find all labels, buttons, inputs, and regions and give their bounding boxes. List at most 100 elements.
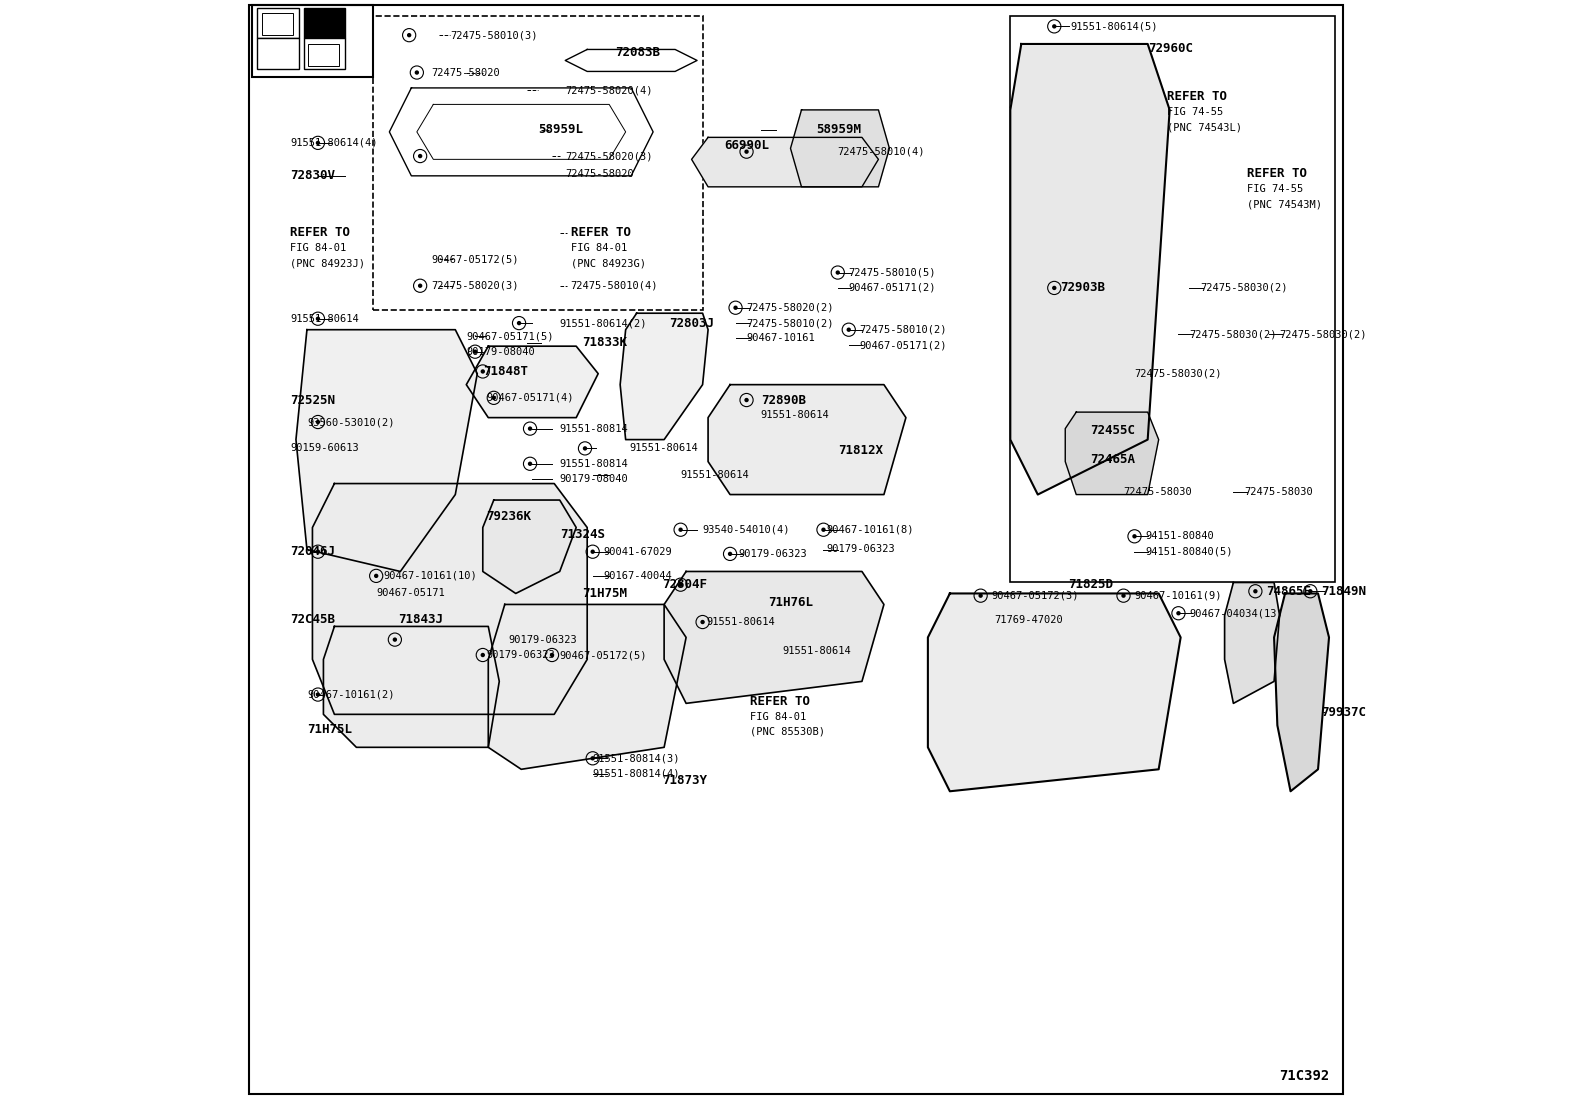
Text: 72475-58030(2): 72475-58030(2) — [1280, 329, 1368, 340]
Text: REFER TO: REFER TO — [750, 695, 810, 708]
Text: 90467-05172(5): 90467-05172(5) — [431, 254, 519, 265]
Text: 90467-05172(5): 90467-05172(5) — [560, 650, 648, 660]
Text: 79937C: 79937C — [1321, 706, 1366, 719]
Circle shape — [979, 593, 982, 598]
Text: 72083B: 72083B — [615, 46, 659, 59]
Text: 74865E: 74865E — [1266, 585, 1312, 598]
Text: 90467-10161(8): 90467-10161(8) — [826, 524, 914, 535]
Text: FIG 74-55: FIG 74-55 — [1247, 184, 1302, 195]
Text: 91551-80614: 91551-80614 — [761, 410, 829, 421]
Circle shape — [583, 446, 587, 451]
Text: 72475-58010(2): 72475-58010(2) — [860, 324, 947, 335]
Bar — [482, 615, 653, 670]
Circle shape — [734, 306, 737, 310]
Text: 90179-06323: 90179-06323 — [486, 650, 556, 660]
Text: 72960C: 72960C — [1148, 42, 1192, 55]
Text: 71C392: 71C392 — [1278, 1068, 1329, 1083]
Text: 90467-05171: 90467-05171 — [376, 588, 444, 599]
Polygon shape — [1011, 44, 1170, 495]
Circle shape — [821, 528, 826, 532]
Text: 94151-80840: 94151-80840 — [1146, 531, 1215, 542]
Circle shape — [847, 328, 852, 332]
Circle shape — [419, 154, 422, 158]
Circle shape — [529, 462, 532, 466]
Text: (PNC 84923J): (PNC 84923J) — [290, 258, 366, 269]
Text: 72475-58030: 72475-58030 — [1124, 487, 1192, 498]
Text: 91551-80614: 91551-80614 — [629, 443, 697, 454]
Bar — [258, 38, 299, 69]
Polygon shape — [791, 110, 890, 187]
Circle shape — [374, 574, 379, 578]
Text: (PNC 74543M): (PNC 74543M) — [1247, 199, 1321, 210]
Circle shape — [315, 141, 320, 145]
Text: FIG 84-01: FIG 84-01 — [750, 711, 806, 722]
Bar — [304, 8, 345, 38]
Bar — [1011, 16, 1334, 582]
Text: 91551-80614: 91551-80614 — [681, 469, 750, 480]
Text: 91551-80814: 91551-80814 — [560, 458, 629, 469]
Bar — [350, 550, 494, 626]
Circle shape — [393, 637, 396, 642]
Text: (PNC 74543L): (PNC 74543L) — [1167, 122, 1242, 133]
Text: 58959M: 58959M — [815, 123, 861, 136]
Text: 90467-10161(9): 90467-10161(9) — [1135, 590, 1223, 601]
Text: 91551-80614: 91551-80614 — [783, 645, 852, 656]
Text: 72465A: 72465A — [1091, 453, 1135, 466]
Text: 71H75M: 71H75M — [581, 587, 627, 600]
Text: 72475-58020: 72475-58020 — [431, 67, 500, 78]
Text: FIG 84-01: FIG 84-01 — [290, 243, 347, 254]
Text: REFER TO: REFER TO — [1247, 167, 1307, 180]
Circle shape — [408, 33, 411, 37]
Text: 91551-80814: 91551-80814 — [560, 423, 629, 434]
Text: 72475-58010(4): 72475-58010(4) — [570, 280, 657, 291]
Text: 71873Y: 71873Y — [662, 774, 707, 787]
Text: 90467-05171(5): 90467-05171(5) — [466, 331, 554, 342]
Polygon shape — [691, 137, 879, 187]
Circle shape — [591, 756, 595, 761]
Circle shape — [1309, 589, 1312, 593]
Text: 72475-58030: 72475-58030 — [1245, 487, 1313, 498]
Text: 91551-80814(3): 91551-80814(3) — [592, 753, 680, 764]
Bar — [373, 16, 702, 310]
Circle shape — [836, 270, 841, 275]
Circle shape — [1052, 24, 1057, 29]
Text: 71H76L: 71H76L — [769, 596, 814, 609]
Text: 72475-58020(4): 72475-58020(4) — [565, 85, 653, 96]
Circle shape — [517, 321, 521, 325]
Text: 72903B: 72903B — [1060, 281, 1105, 295]
Text: 90167-40044: 90167-40044 — [603, 570, 672, 581]
Circle shape — [1176, 611, 1181, 615]
Bar — [304, 38, 345, 69]
Text: 90467-10161(2): 90467-10161(2) — [307, 689, 395, 700]
Text: 71H75L: 71H75L — [307, 723, 352, 736]
Polygon shape — [928, 593, 1181, 791]
Text: 90179-08040: 90179-08040 — [466, 346, 535, 357]
Bar — [258, 8, 299, 38]
Text: 91551-80614: 91551-80614 — [290, 313, 360, 324]
Text: 71812X: 71812X — [837, 444, 882, 457]
Text: 71769-47020: 71769-47020 — [993, 614, 1062, 625]
Text: 90179-06323: 90179-06323 — [826, 544, 896, 555]
Circle shape — [728, 552, 732, 556]
Polygon shape — [489, 604, 686, 769]
Text: 90467-05171(2): 90467-05171(2) — [860, 340, 947, 351]
Text: 72C45B: 72C45B — [290, 613, 336, 626]
Circle shape — [1052, 286, 1057, 290]
Circle shape — [315, 317, 320, 321]
Text: 66990L: 66990L — [724, 138, 769, 152]
Bar — [307, 44, 339, 66]
Text: 72804F: 72804F — [662, 578, 707, 591]
Circle shape — [591, 550, 595, 554]
Polygon shape — [664, 571, 884, 703]
Circle shape — [745, 149, 748, 154]
Text: 90179-06323: 90179-06323 — [739, 548, 807, 559]
Text: 71833K: 71833K — [581, 336, 627, 349]
Bar — [263, 13, 293, 35]
Text: REFER TO: REFER TO — [290, 226, 350, 240]
Text: 72475-58020(3): 72475-58020(3) — [431, 280, 519, 291]
Text: 79236K: 79236K — [486, 510, 532, 523]
Circle shape — [414, 70, 419, 75]
Text: 72803J: 72803J — [670, 317, 715, 330]
Text: 93540-54010(4): 93540-54010(4) — [702, 524, 790, 535]
Circle shape — [700, 620, 705, 624]
